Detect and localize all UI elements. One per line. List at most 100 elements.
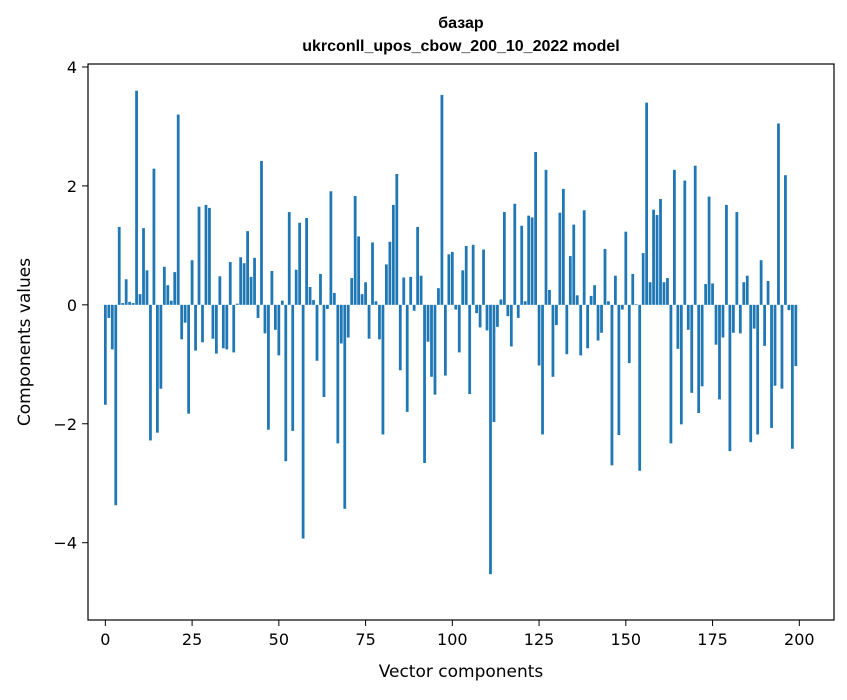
x-tick-label: 75 bbox=[355, 630, 375, 649]
bar bbox=[430, 304, 433, 377]
bar bbox=[135, 90, 138, 305]
bar bbox=[301, 304, 305, 539]
bar bbox=[506, 304, 510, 317]
bar bbox=[211, 304, 215, 339]
bar bbox=[586, 304, 590, 349]
bar bbox=[738, 304, 742, 334]
bar bbox=[659, 198, 662, 305]
bar bbox=[620, 304, 624, 310]
bar bbox=[357, 236, 361, 305]
bar bbox=[194, 304, 197, 351]
bar bbox=[607, 301, 610, 305]
bar bbox=[593, 285, 596, 305]
x-tick-label: 50 bbox=[269, 630, 289, 649]
bar bbox=[142, 228, 145, 305]
bar bbox=[280, 300, 284, 305]
x-tick-label: 150 bbox=[611, 630, 642, 649]
bar bbox=[666, 278, 669, 305]
bar bbox=[346, 304, 350, 338]
bar bbox=[308, 286, 312, 305]
bar bbox=[232, 304, 236, 353]
bar bbox=[190, 260, 194, 305]
bar bbox=[409, 276, 413, 305]
bar bbox=[579, 304, 583, 356]
bar bbox=[489, 304, 492, 575]
bar bbox=[156, 304, 159, 433]
bar bbox=[336, 304, 340, 444]
bar bbox=[322, 304, 326, 398]
bar bbox=[326, 304, 329, 309]
bar bbox=[152, 168, 156, 305]
bar bbox=[794, 304, 798, 367]
bar bbox=[103, 304, 107, 405]
bar bbox=[492, 304, 496, 422]
bar bbox=[749, 304, 753, 443]
bar bbox=[315, 304, 319, 361]
bars-layer bbox=[103, 90, 798, 575]
bar bbox=[721, 304, 725, 338]
bar bbox=[471, 244, 475, 305]
bar bbox=[246, 231, 249, 305]
bar bbox=[117, 226, 121, 305]
bar bbox=[443, 304, 447, 376]
bar bbox=[555, 304, 558, 326]
bar bbox=[364, 282, 367, 305]
bar bbox=[478, 304, 482, 328]
bar bbox=[159, 304, 163, 389]
bar bbox=[253, 257, 256, 305]
bar bbox=[128, 301, 132, 305]
bar bbox=[402, 277, 406, 305]
bar bbox=[669, 304, 673, 444]
bar bbox=[405, 304, 409, 412]
bar bbox=[572, 224, 576, 305]
bar bbox=[617, 304, 621, 436]
bar bbox=[374, 301, 378, 305]
bar bbox=[287, 212, 291, 305]
bar bbox=[537, 304, 541, 366]
bar bbox=[353, 196, 357, 305]
bar bbox=[707, 196, 711, 305]
bar bbox=[614, 275, 617, 305]
bar bbox=[534, 152, 537, 305]
bar bbox=[752, 304, 756, 329]
y-tick-label: 4 bbox=[67, 58, 77, 77]
bar bbox=[759, 260, 763, 305]
bar bbox=[114, 304, 118, 506]
bar bbox=[454, 304, 458, 310]
bar bbox=[541, 304, 544, 435]
bar bbox=[496, 304, 499, 327]
bar bbox=[256, 304, 260, 318]
x-tick-label: 175 bbox=[697, 630, 728, 649]
bar bbox=[107, 304, 111, 318]
bar bbox=[603, 248, 607, 305]
bar bbox=[329, 191, 333, 305]
bar bbox=[239, 257, 243, 305]
y-axis-label: Components values bbox=[15, 258, 35, 426]
bar bbox=[565, 304, 569, 355]
bar bbox=[273, 304, 277, 330]
bar bbox=[596, 304, 600, 341]
bar bbox=[610, 304, 614, 466]
bar bbox=[718, 304, 721, 400]
bar bbox=[412, 304, 416, 311]
bar bbox=[183, 304, 187, 323]
bar bbox=[447, 254, 451, 305]
bar bbox=[437, 288, 440, 305]
bar bbox=[419, 275, 423, 305]
bar bbox=[360, 294, 364, 305]
bar bbox=[440, 94, 444, 305]
bar bbox=[169, 300, 173, 305]
bar bbox=[568, 256, 572, 305]
bar bbox=[520, 225, 524, 305]
bar bbox=[162, 266, 166, 305]
bar bbox=[208, 207, 211, 305]
bar bbox=[263, 304, 267, 334]
chart-subtitle: ukrconll_upos_cbow_200_10_2022 model bbox=[302, 38, 619, 55]
bar bbox=[270, 270, 274, 305]
y-tick-label: −2 bbox=[53, 415, 77, 434]
bar bbox=[242, 263, 246, 305]
bar bbox=[180, 304, 184, 340]
bar bbox=[787, 304, 791, 311]
bar bbox=[513, 203, 517, 305]
bar bbox=[482, 249, 485, 305]
